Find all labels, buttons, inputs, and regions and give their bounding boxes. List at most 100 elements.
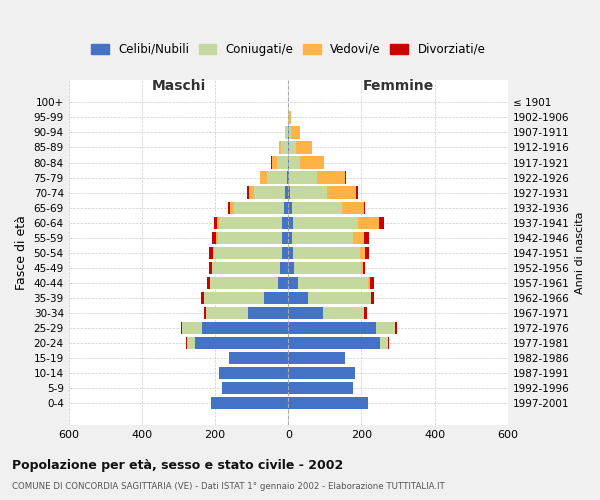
Bar	[288, 276, 298, 289]
Bar	[260, 172, 288, 183]
Bar	[211, 397, 288, 409]
Bar	[211, 397, 288, 409]
Bar	[219, 367, 288, 380]
Bar	[287, 111, 288, 124]
Bar	[288, 142, 296, 154]
Bar	[288, 186, 356, 199]
Bar	[287, 111, 288, 124]
Bar	[287, 172, 288, 183]
Bar	[288, 367, 355, 380]
Bar	[288, 322, 395, 334]
Bar	[288, 246, 359, 259]
Bar	[288, 202, 365, 214]
Bar	[288, 307, 367, 319]
Bar	[254, 186, 288, 199]
Bar	[288, 276, 374, 289]
Bar	[288, 307, 364, 319]
Bar	[287, 156, 288, 168]
Bar	[288, 352, 345, 364]
Bar	[229, 352, 288, 364]
Bar	[288, 142, 312, 154]
Bar	[212, 262, 288, 274]
Bar	[271, 156, 288, 168]
Bar	[288, 262, 365, 274]
Bar	[288, 142, 312, 154]
Bar	[288, 322, 376, 334]
Bar	[219, 367, 288, 380]
Bar	[216, 232, 288, 244]
Bar	[229, 352, 288, 364]
Bar	[288, 216, 293, 229]
Bar	[214, 216, 288, 229]
Bar	[288, 262, 361, 274]
Bar	[228, 202, 288, 214]
Y-axis label: Anni di nascita: Anni di nascita	[575, 212, 585, 294]
Bar	[249, 186, 288, 199]
Bar	[288, 246, 365, 259]
Bar	[288, 186, 358, 199]
Bar	[288, 382, 353, 394]
Bar	[288, 156, 300, 168]
Bar	[288, 337, 388, 349]
Bar	[284, 126, 288, 138]
Bar	[281, 232, 288, 244]
Bar	[288, 186, 326, 199]
Bar	[288, 111, 289, 124]
Bar	[288, 397, 368, 409]
Bar	[288, 292, 371, 304]
Bar	[217, 216, 288, 229]
Bar	[204, 292, 288, 304]
Bar	[288, 126, 291, 138]
Bar	[288, 232, 292, 244]
Bar	[281, 216, 288, 229]
Bar	[278, 276, 288, 289]
Bar	[288, 111, 291, 124]
Bar	[230, 202, 288, 214]
Bar	[267, 172, 288, 183]
Bar	[221, 382, 288, 394]
Bar	[288, 352, 345, 364]
Bar	[219, 367, 288, 380]
Bar	[212, 232, 288, 244]
Bar	[206, 307, 288, 319]
Bar	[288, 262, 362, 274]
Bar	[288, 232, 364, 244]
Bar	[211, 397, 288, 409]
Bar	[288, 367, 355, 380]
Bar	[182, 322, 288, 334]
Bar	[288, 202, 292, 214]
Bar	[288, 172, 346, 183]
Bar	[280, 262, 288, 274]
Bar	[288, 276, 370, 289]
Bar	[288, 337, 380, 349]
Bar	[288, 307, 323, 319]
Bar	[235, 202, 288, 214]
Legend: Celibi/Nubili, Coniugati/e, Vedovi/e, Divorziati/e: Celibi/Nubili, Coniugati/e, Vedovi/e, Di…	[86, 38, 490, 60]
Bar	[288, 292, 374, 304]
Bar	[288, 156, 289, 168]
Bar	[288, 367, 355, 380]
Bar	[286, 186, 288, 199]
Bar	[288, 367, 355, 380]
Bar	[288, 276, 368, 289]
Bar	[288, 216, 384, 229]
Bar	[182, 322, 288, 334]
Y-axis label: Fasce di età: Fasce di età	[15, 216, 28, 290]
Bar	[272, 156, 288, 168]
Bar	[206, 307, 288, 319]
Bar	[214, 246, 288, 259]
Bar	[204, 292, 288, 304]
Bar	[288, 142, 289, 154]
Bar	[213, 246, 288, 259]
Bar	[288, 246, 370, 259]
Bar	[221, 382, 288, 394]
Bar	[288, 156, 324, 168]
Bar	[288, 307, 364, 319]
Bar	[288, 126, 300, 138]
Bar	[181, 322, 288, 334]
Bar	[210, 276, 288, 289]
Bar	[288, 382, 353, 394]
Bar	[277, 156, 288, 168]
Bar	[288, 337, 388, 349]
Bar	[288, 232, 369, 244]
